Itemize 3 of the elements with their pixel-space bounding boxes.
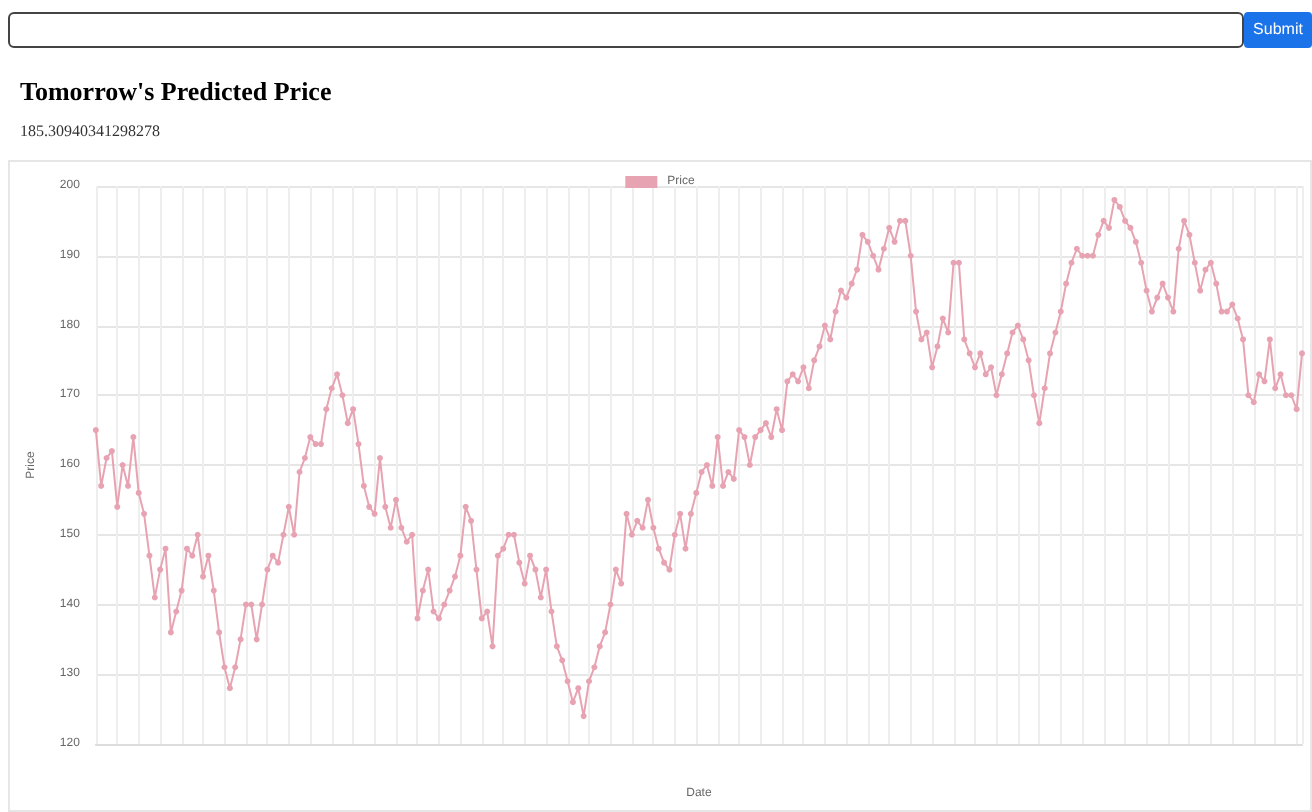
chart-subtitle: 185.30940341298278 — [20, 122, 160, 140]
chart-title: Tomorrow's Predicted Price — [20, 76, 332, 108]
text: Submit — [1244, 12, 1312, 48]
